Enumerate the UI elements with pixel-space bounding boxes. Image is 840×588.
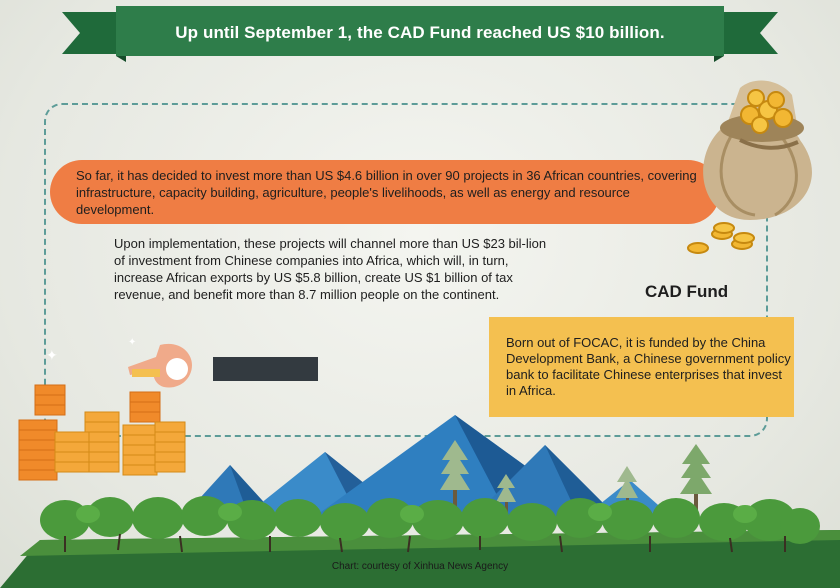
coin-stack-icon (18, 384, 186, 481)
chart-credit: Chart: courtesy of Xinhua News Agency (331, 561, 509, 572)
bush-icon (40, 496, 820, 553)
sparkle-icon: ✦ ✦ (46, 337, 136, 363)
hand-icon (128, 343, 318, 388)
body-paragraph: Upon implementation, these projects will… (114, 236, 547, 302)
cad-fund-heading: CAD Fund (645, 282, 729, 301)
banner-title: Up until September 1, the CAD Fund reach… (175, 23, 665, 42)
dashed-frame (44, 103, 768, 437)
banner-ribbon (62, 6, 778, 62)
highlight-text: So far, it has decided to invest more th… (76, 168, 697, 217)
coin-icon (687, 222, 755, 254)
svg-text:✦: ✦ (46, 347, 58, 363)
pine-tree-icon (680, 444, 712, 514)
cad-fund-text: Born out of FOCAC, it is funded by the C… (506, 335, 791, 398)
money-bag-icon (703, 80, 812, 220)
pine-tree-icon (440, 440, 470, 508)
pine-tree-icon (496, 474, 516, 514)
highlight-pill (50, 160, 720, 224)
svg-text:✦: ✦ (128, 337, 136, 348)
cad-fund-box (489, 317, 794, 417)
